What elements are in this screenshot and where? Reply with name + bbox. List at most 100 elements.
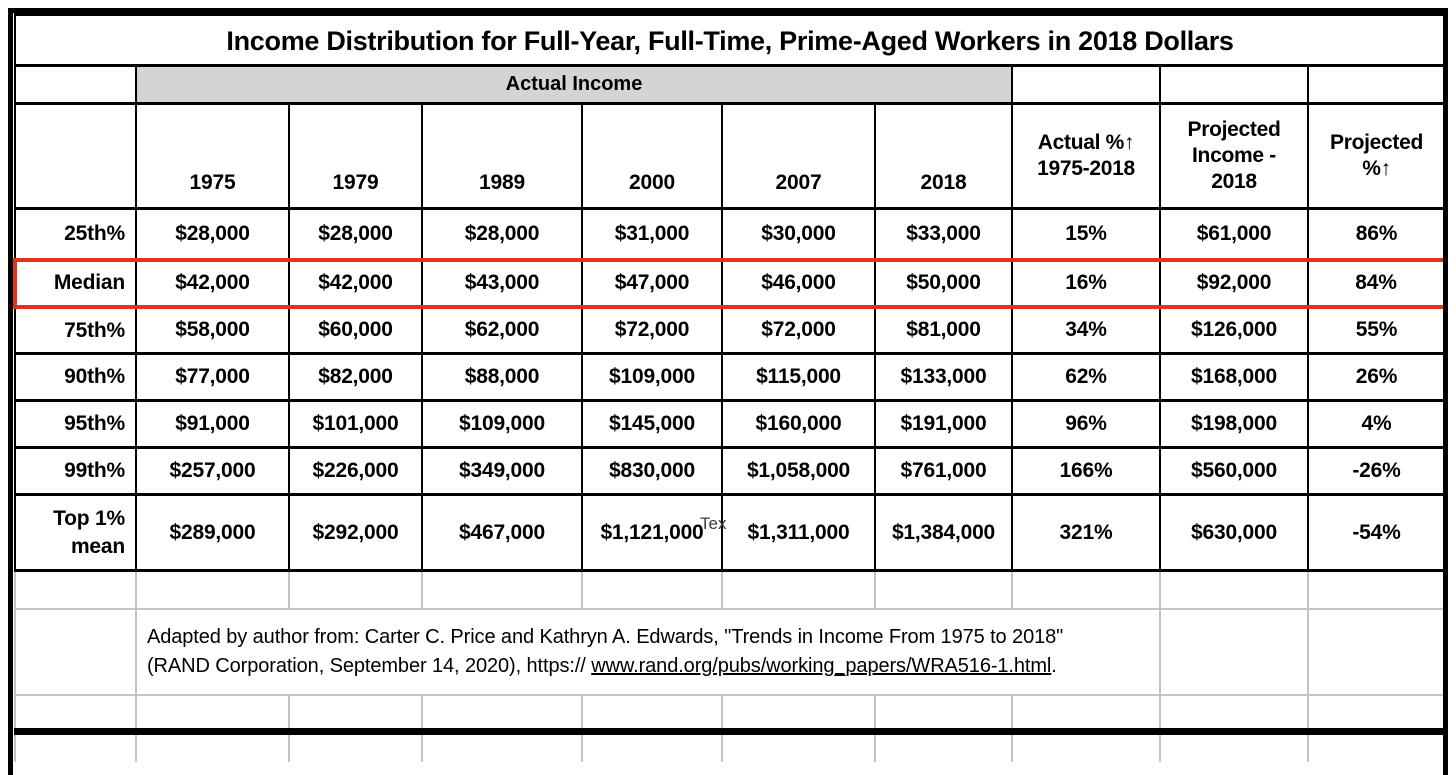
row-label: 90th% xyxy=(14,352,137,402)
table-cell: $1,311,000 xyxy=(721,493,876,572)
column-header-projected-income-2018: Projected Income - 2018 xyxy=(1159,102,1309,210)
table-cell: $109,000 xyxy=(581,352,723,402)
empty-cell xyxy=(1011,64,1161,105)
table-row: 90th% $77,000 $82,000 $88,000 $109,000 $115,0… xyxy=(14,352,1443,402)
table-cell: $82,000 xyxy=(288,352,423,402)
table-cell: $91,000 xyxy=(135,399,290,449)
page-title: Income Distribution for Full-Year, Full-… xyxy=(13,13,1443,67)
table-cell: $50,000 xyxy=(874,257,1013,309)
row-label: 95th% xyxy=(14,399,137,449)
table-cell: $72,000 xyxy=(721,305,876,355)
column-header-projected-pct-increase: Projected %↑ xyxy=(1306,102,1443,210)
table-cell: 15% xyxy=(1011,207,1161,261)
table-cell: $42,000 xyxy=(135,257,290,309)
table-cell: $33,000 xyxy=(874,207,1013,261)
table-cell: -54% xyxy=(1306,493,1443,572)
table-cell: 321% xyxy=(1011,493,1161,572)
table-cell: $292,000 xyxy=(288,493,423,572)
table-cell: 55% xyxy=(1306,305,1443,355)
column-header-1979: 1979 xyxy=(288,102,423,210)
table-cell: $46,000 xyxy=(721,257,876,309)
table-cell: 96% xyxy=(1011,399,1161,449)
table-row: 25th% $28,000 $28,000 $28,000 $31,000 $30,000… xyxy=(14,207,1443,261)
table-cell: 166% xyxy=(1011,446,1161,496)
table-cell: $115,000 xyxy=(721,352,876,402)
corner-cell xyxy=(14,64,137,105)
table-cell: $630,000 xyxy=(1159,493,1309,572)
table-cell: $191,000 xyxy=(874,399,1013,449)
table-cell: $101,000 xyxy=(288,399,423,449)
table-cell: 16% xyxy=(1011,257,1161,309)
empty-cell xyxy=(1159,64,1309,105)
group-header-row: Actual Income xyxy=(14,64,1443,105)
column-header-2007: 2007 xyxy=(721,102,876,210)
table-cell: -26% xyxy=(1306,446,1443,496)
table-cell: $28,000 xyxy=(288,207,423,261)
table-cell: $43,000 xyxy=(421,257,583,309)
column-header-2000: 2000 xyxy=(581,102,723,210)
empty-row xyxy=(14,569,1443,610)
table-cell: $1,058,000 xyxy=(721,446,876,496)
partial-bottom-row xyxy=(14,730,1443,762)
table-cell: $830,000 xyxy=(581,446,723,496)
table-cell: 26% xyxy=(1306,352,1443,402)
table-cell: $109,000 xyxy=(421,399,583,449)
income-table: Income Distribution for Full-Year, Full-… xyxy=(13,13,1443,762)
table-cell: $81,000 xyxy=(874,305,1013,355)
row-label: 75th% xyxy=(14,305,137,355)
table-row: 75th% $58,000 $60,000 $62,000 $72,000 $72,000… xyxy=(14,305,1443,355)
row-label: 99th% xyxy=(14,446,137,496)
table-cell: $60,000 xyxy=(288,305,423,355)
table-cell: $62,000 xyxy=(421,305,583,355)
column-header-actual-pct-increase: Actual %↑ 1975-2018 xyxy=(1011,102,1161,210)
table-cell: 34% xyxy=(1011,305,1161,355)
table-cell: $30,000 xyxy=(721,207,876,261)
column-header-1989: 1989 xyxy=(421,102,583,210)
column-header-2018: 2018 xyxy=(874,102,1013,210)
table-row: 95th% $91,000 $101,000 $109,000 $145,000 $160… xyxy=(14,399,1443,449)
table-cell: $28,000 xyxy=(135,207,290,261)
table-cell: $61,000 xyxy=(1159,207,1309,261)
table-body: 25th% $28,000 $28,000 $28,000 $31,000 $30,000… xyxy=(13,207,1443,572)
column-header-1975: 1975 xyxy=(135,102,290,210)
table-cell: $349,000 xyxy=(421,446,583,496)
table-cell: 86% xyxy=(1306,207,1443,261)
table-cell: $257,000 xyxy=(135,446,290,496)
table-cell: $77,000 xyxy=(135,352,290,402)
table-cell: $560,000 xyxy=(1159,446,1309,496)
table-cell: 62% xyxy=(1011,352,1161,402)
table-cell: $126,000 xyxy=(1159,305,1309,355)
table-cell: $168,000 xyxy=(1159,352,1309,402)
source-footnote: Adapted by author from: Carter C. Price … xyxy=(138,623,1099,681)
footnote-url-link[interactable]: WRA516-1.html xyxy=(911,654,1052,677)
row-label: 25th% xyxy=(14,207,137,261)
table-cell: $92,000 xyxy=(1159,257,1309,309)
table-cell: $198,000 xyxy=(1159,399,1309,449)
footnote-text: Adapted by author from: Carter C. Price … xyxy=(147,625,1064,677)
table-cell: $1,121,000 xyxy=(581,493,723,572)
table-cell: $1,384,000 xyxy=(874,493,1013,572)
empty-row-thick-bottom xyxy=(14,693,1443,735)
table-row: Median $42,000 $42,000 $43,000 $47,000 $46,00… xyxy=(13,257,1443,309)
row-label: Median xyxy=(13,257,137,309)
text-artifact: Tex xyxy=(700,514,727,533)
table-cell: 4% xyxy=(1306,399,1443,449)
table-cell: $133,000 xyxy=(874,352,1013,402)
group-header-actual-income: Actual Income xyxy=(135,64,1013,105)
table-cell: $28,000 xyxy=(421,207,583,261)
footnote-url-link[interactable]: www.rand.org/pubs/working_papers/ xyxy=(591,654,912,677)
table-row: Top 1% mean $289,000 $292,000 $467,000 $1,12… xyxy=(14,493,1443,572)
title-row: Income Distribution for Full-Year, Full-… xyxy=(13,13,1443,67)
table-cell: $467,000 xyxy=(421,493,583,572)
table-cell: $72,000 xyxy=(581,305,723,355)
table-footer-section: Adapted by author from: Carter C. Price … xyxy=(14,569,1443,762)
row-label: Top 1% mean xyxy=(14,493,137,572)
empty-cell xyxy=(14,102,137,210)
empty-cell xyxy=(1306,64,1443,105)
table-cell: $58,000 xyxy=(135,305,290,355)
table-cell: $31,000 xyxy=(581,207,723,261)
spreadsheet-table: Income Distribution for Full-Year, Full-… xyxy=(8,8,1448,775)
footnote-period: . xyxy=(1051,654,1057,677)
table-cell: $289,000 xyxy=(135,493,290,572)
table-cell: 84% xyxy=(1306,257,1443,309)
